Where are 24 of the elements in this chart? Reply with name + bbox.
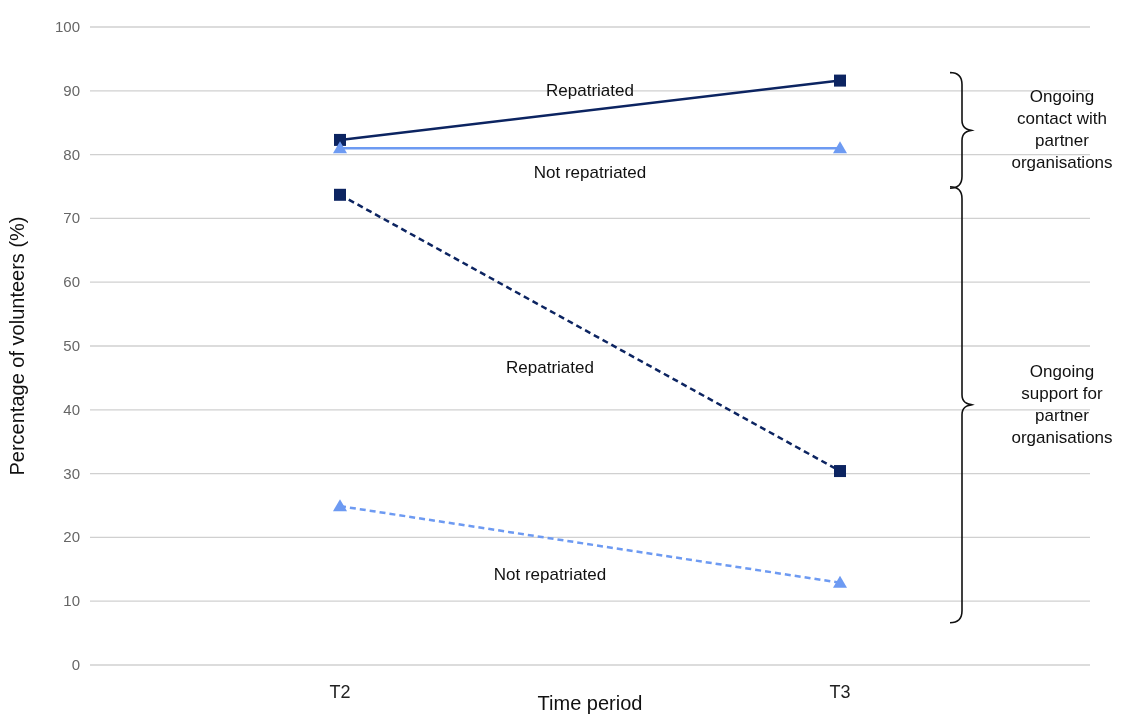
annotation: Ongoing support for partner organisations xyxy=(1011,361,1113,447)
series-label: Repatriated xyxy=(546,81,634,101)
y-tick-label: 90 xyxy=(63,81,80,99)
y-tick-label: 70 xyxy=(63,209,80,227)
series-label: Not repatriated xyxy=(533,163,647,183)
annotation: Ongoing contact with partner organisations xyxy=(1011,87,1113,173)
y-tick-label: 0 xyxy=(71,656,80,673)
y-tick-label: 30 xyxy=(63,464,80,482)
series-label: Not repatriated xyxy=(493,565,607,585)
y-axis-title: Percentage of volunteers (%) xyxy=(6,216,28,476)
y-tick-label: 60 xyxy=(63,273,80,291)
y-tick-label: 40 xyxy=(63,400,80,418)
y-tick-label: 20 xyxy=(63,528,80,546)
x-axis-title: Time period xyxy=(537,692,643,714)
y-tick-label: 100 xyxy=(54,18,80,35)
x-tick-label: T3 xyxy=(829,682,851,702)
y-tick-label: 80 xyxy=(63,145,80,163)
series-label: Repatriated xyxy=(506,357,594,377)
point xyxy=(334,188,346,201)
x-tick-label: T2 xyxy=(329,682,351,702)
y-tick-label: 10 xyxy=(63,592,80,610)
point xyxy=(834,465,846,478)
point xyxy=(834,74,846,87)
y-tick-label: 50 xyxy=(63,337,80,354)
